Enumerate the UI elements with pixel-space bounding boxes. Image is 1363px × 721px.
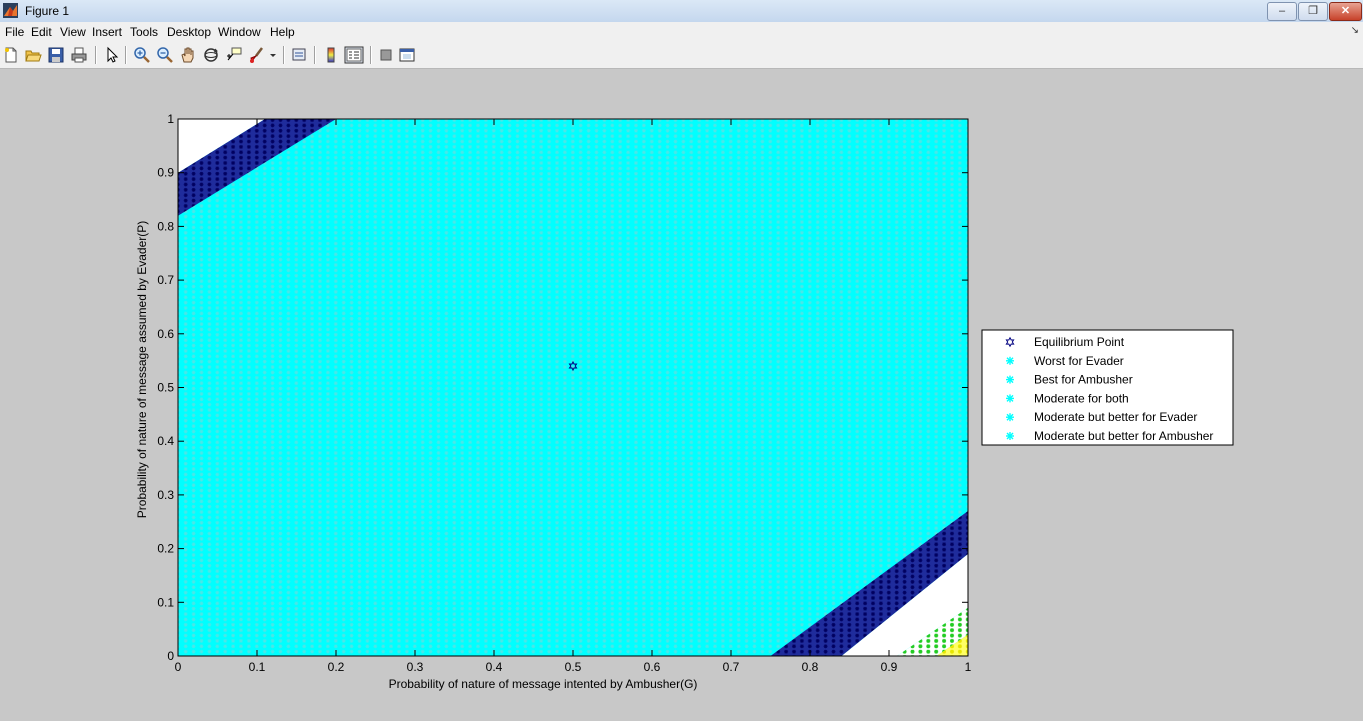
figure-canvas: 0 0.1 0.2 0.3 0.4 0.5 0.6 0.7 0.8 0.9 1 0 0.1 0.2 0.3 0… xyxy=(0,69,1363,716)
legend-entry-label: Equilibrium Point xyxy=(1034,335,1125,349)
x-tick-label: 0.5 xyxy=(565,660,582,674)
y-tick-label: 0.3 xyxy=(157,488,174,502)
menu-file[interactable]: File xyxy=(5,25,25,39)
data-cursor-icon[interactable] xyxy=(225,46,243,64)
region-moderate-but-better-for-ambusher-0 xyxy=(936,634,968,656)
y-tick-label: 1 xyxy=(167,112,174,126)
menu-tools[interactable]: Tools xyxy=(130,25,159,39)
legend-entry-label: Moderate for both xyxy=(1034,391,1129,405)
legend-entry-label: Moderate but better for Ambusher xyxy=(1034,429,1213,443)
save-icon[interactable] xyxy=(47,46,65,64)
y-tick-label: 0.9 xyxy=(157,166,174,180)
x-tick-label: 1 xyxy=(965,660,972,674)
insert-legend-icon[interactable] xyxy=(344,46,364,64)
matlab-logo-icon xyxy=(3,3,18,18)
link-plot-icon[interactable] xyxy=(290,46,308,64)
x-tick-label: 0.8 xyxy=(802,660,819,674)
zoom-out-icon[interactable] xyxy=(156,46,174,64)
x-tick-label: 0.9 xyxy=(881,660,898,674)
legend-entry-label: Best for Ambusher xyxy=(1034,373,1133,387)
zoom-in-icon[interactable] xyxy=(133,46,151,64)
region-moderate-for-both-1 xyxy=(841,554,968,656)
legend-entry-label: Worst for Evader xyxy=(1034,354,1124,368)
y-axis-label: Probability of nature of message assumed… xyxy=(135,221,149,518)
y-tick-label: 0 xyxy=(167,649,174,663)
region-best-for-ambusher-1 xyxy=(770,511,968,656)
y-tick-label: 0.7 xyxy=(157,273,174,287)
equilibrium-point-marker[interactable] xyxy=(568,360,578,372)
legend-entry-label: Moderate but better for Evader xyxy=(1034,410,1197,424)
brush-dropdown-icon[interactable] xyxy=(268,46,278,64)
x-tick-label: 0.7 xyxy=(723,660,740,674)
menu-desktop[interactable]: Desktop xyxy=(167,25,212,39)
show-plot-tools-icon[interactable] xyxy=(398,46,416,64)
title-bar[interactable]: Figure 1 – ❐ ✕ xyxy=(0,0,1363,23)
menu-bar: File Edit View Insert Tools Desktop Wind… xyxy=(0,22,1363,42)
menu-edit[interactable]: Edit xyxy=(31,25,52,39)
x-tick-label: 0.2 xyxy=(328,660,345,674)
rotate-3d-icon[interactable] xyxy=(202,46,220,64)
x-tick-label: 0.1 xyxy=(249,660,266,674)
legend-marker-asterisk xyxy=(1006,356,1014,365)
pan-hand-icon[interactable] xyxy=(179,46,197,64)
toolbar-separator xyxy=(95,46,97,64)
legend-marker-hexagram xyxy=(1005,336,1015,348)
x-tick-label: 0.6 xyxy=(644,660,661,674)
x-tick-label: 0 xyxy=(175,660,182,674)
legend-marker-asterisk xyxy=(1006,394,1014,403)
scatter-chart[interactable]: 0 0.1 0.2 0.3 0.4 0.5 0.6 0.7 0.8 0.9 1 0 0.1 0.2 0.3 0… xyxy=(0,69,1363,716)
y-tick-label: 0.1 xyxy=(157,595,174,609)
y-tick-label: 0.2 xyxy=(157,542,174,556)
legend-marker-asterisk xyxy=(1006,413,1014,422)
dock-arrow-icon[interactable]: ↘ xyxy=(1350,25,1359,36)
x-axis-label: Probability of nature of message intente… xyxy=(389,677,698,691)
toolbar-separator xyxy=(283,46,285,64)
menu-window[interactable]: Window xyxy=(218,25,261,39)
menu-view[interactable]: View xyxy=(60,25,86,39)
region-worst-for-evader xyxy=(178,119,968,656)
hide-plot-tools-icon[interactable] xyxy=(377,46,395,64)
close-button[interactable]: ✕ xyxy=(1329,2,1362,21)
toolbar-separator xyxy=(314,46,316,64)
legend-box[interactable] xyxy=(981,329,1234,446)
insert-colorbar-icon[interactable] xyxy=(322,46,340,64)
brush-icon[interactable] xyxy=(248,46,266,64)
restore-button[interactable]: ❐ xyxy=(1298,2,1328,21)
x-tick-label: 0.3 xyxy=(407,660,424,674)
menu-insert[interactable]: Insert xyxy=(92,25,123,39)
print-icon[interactable] xyxy=(70,46,88,64)
x-tick-label: 0.4 xyxy=(486,660,503,674)
y-tick-label: 0.5 xyxy=(157,381,174,395)
new-figure-icon[interactable] xyxy=(2,46,20,64)
y-tick-label: 0.6 xyxy=(157,327,174,341)
select-arrow-icon[interactable] xyxy=(103,46,121,64)
open-file-icon[interactable] xyxy=(24,46,42,64)
region-moderate-but-better-for-evader-0 xyxy=(896,607,968,656)
legend-marker-asterisk xyxy=(1006,375,1014,384)
figure-toolbar xyxy=(0,42,1363,69)
menu-help[interactable]: Help xyxy=(270,25,295,39)
y-tick-label: 0.4 xyxy=(157,434,174,448)
legend-marker-asterisk xyxy=(1006,432,1014,440)
toolbar-separator xyxy=(125,46,127,64)
y-tick-label: 0.8 xyxy=(157,219,174,233)
minimize-button[interactable]: – xyxy=(1267,2,1297,21)
toolbar-separator xyxy=(370,46,372,64)
window-title: Figure 1 xyxy=(25,4,70,18)
